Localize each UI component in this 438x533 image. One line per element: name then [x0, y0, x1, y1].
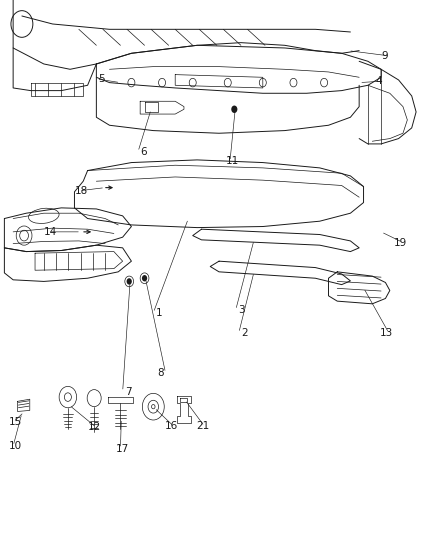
Text: 15: 15 [9, 417, 22, 427]
Text: 14: 14 [44, 227, 57, 237]
Text: 16: 16 [165, 422, 178, 431]
Text: 2: 2 [241, 328, 247, 338]
Text: 7: 7 [125, 387, 131, 397]
Circle shape [231, 106, 237, 113]
Text: 13: 13 [380, 328, 393, 338]
Text: 1: 1 [155, 308, 162, 318]
Text: 9: 9 [381, 51, 388, 61]
Text: 21: 21 [196, 422, 209, 431]
Text: 5: 5 [99, 74, 105, 84]
Text: 18: 18 [74, 186, 88, 196]
Text: 12: 12 [88, 423, 101, 432]
Circle shape [127, 278, 132, 285]
Text: 19: 19 [394, 238, 407, 247]
Text: 3: 3 [238, 305, 244, 315]
Text: 17: 17 [116, 444, 129, 454]
Text: 6: 6 [140, 147, 147, 157]
Text: 11: 11 [226, 157, 239, 166]
Text: 8: 8 [157, 368, 163, 378]
Circle shape [142, 275, 147, 281]
Text: 10: 10 [9, 441, 22, 451]
Text: 4: 4 [376, 76, 382, 86]
